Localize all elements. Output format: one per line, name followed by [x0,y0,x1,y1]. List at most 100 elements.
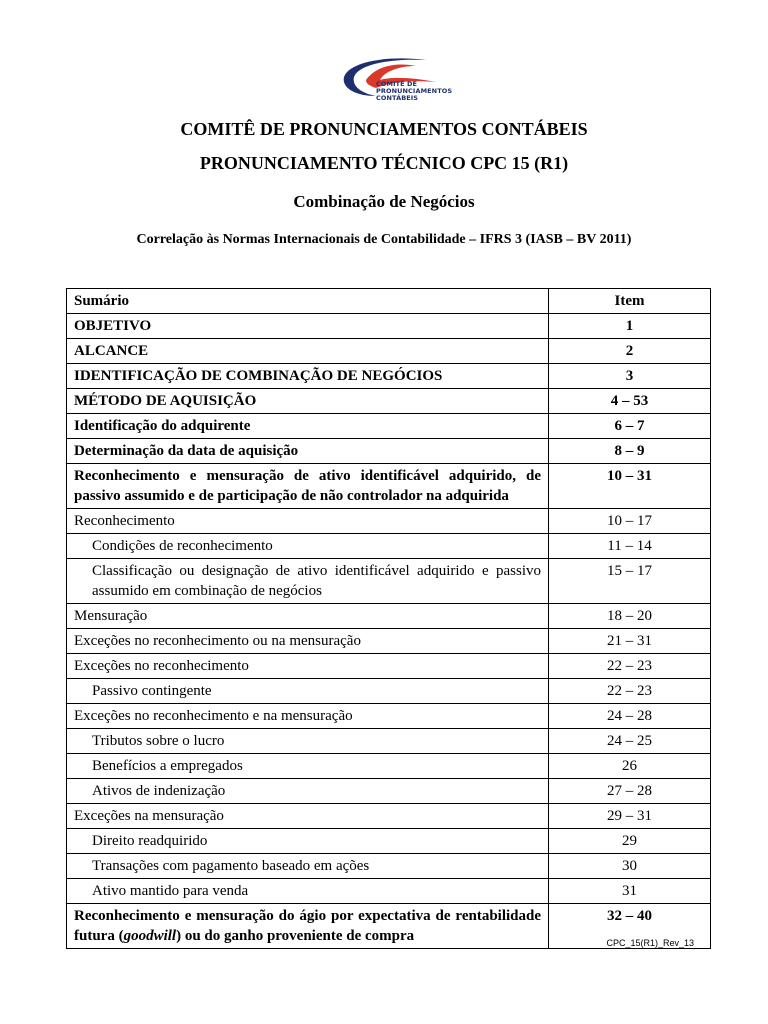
row-title-text: Exceções na mensuração [74,808,224,824]
table-row: Passivo contingente 22 – 23 [66,678,711,704]
row-title-text: ) ou do ganho proveniente de compra [176,928,415,944]
row-title-text: Benefícios a empregados [92,758,243,774]
cpc-logo: COMITÊ DE PRONUNCIAMENTOS CONTÁBEIS [336,52,466,112]
row-title-text: IDENTIFICAÇÃO DE COMBINAÇÃO DE NEGÓCIOS [74,368,443,384]
column-header-item: Item [548,288,711,314]
document-code: CPC_15(R1)_Rev_13 [606,938,694,948]
row-item-range: 2 [548,338,711,364]
table-row: Transações com pagamento baseado em açõe… [66,853,711,879]
row-item-range: 24 – 25 [548,728,711,754]
row-title-text: Determinação da data de aquisição [74,443,299,459]
table-row: IDENTIFICAÇÃO DE COMBINAÇÃO DE NEGÓCIOS 3 [66,363,711,389]
row-item-range: 3 [548,363,711,389]
row-item-range: 18 – 20 [548,603,711,629]
column-header-summary: Sumário [66,288,549,314]
row-title: Benefícios a empregados [66,753,549,779]
row-title-text: OBJETIVO [74,318,152,334]
table-row: Identificação do adquirente 6 – 7 [66,413,711,439]
row-item-range: 8 – 9 [548,438,711,464]
row-item-range: 29 [548,828,711,854]
table-row: Mensuração 18 – 20 [66,603,711,629]
row-item-range: 15 – 17 [548,558,711,604]
row-title-text: Transações com pagamento baseado em açõe… [92,858,370,874]
table-row: Exceções no reconhecimento 22 – 23 [66,653,711,679]
row-title: Exceções no reconhecimento ou na mensura… [66,628,549,654]
table-row: Classificação ou designação de ativo ide… [66,558,711,604]
row-title-text: Exceções no reconhecimento ou na mensura… [74,633,361,649]
row-title: Ativo mantido para venda [66,878,549,904]
table-row: ALCANCE 2 [66,338,711,364]
row-item-range: 10 – 17 [548,508,711,534]
logo-swoosh-icon [343,58,436,96]
row-title-text: Ativo mantido para venda [92,883,249,899]
row-title-text: Exceções no reconhecimento [74,658,249,674]
table-row: Exceções no reconhecimento ou na mensura… [66,628,711,654]
subject-title: Combinação de Negócios [293,192,475,211]
summary-table: Sumário Item OBJETIVO 1 ALCANCE 2 IDENTIFICA… [66,288,711,949]
row-title: MÉTODO DE AQUISIÇÃO [66,388,549,414]
row-title: Reconhecimento e mensuração do ágio por … [66,903,549,949]
row-title: Exceções na mensuração [66,803,549,829]
table-row: Ativos de indenização 27 – 28 [66,778,711,804]
table-header-row: Sumário Item [66,288,711,314]
row-title: Mensuração [66,603,549,629]
table-row: Exceções na mensuração 29 – 31 [66,803,711,829]
row-item-range: 6 – 7 [548,413,711,439]
row-title-text: ALCANCE [74,343,149,359]
row-item-range: 30 [548,853,711,879]
table-row: Ativo mantido para venda 31 [66,878,711,904]
row-title: Ativos de indenização [66,778,549,804]
row-item-range: 29 – 31 [548,803,711,829]
row-title-text: Reconhecimento [74,513,175,529]
row-title-text: Reconhecimento e mensuração do ágio por … [74,908,541,944]
table-row: Reconhecimento 10 – 17 [66,508,711,534]
row-title: Passivo contingente [66,678,549,704]
row-title-text: Condições de reconhecimento [92,538,273,554]
table-row: Determinação da data de aquisição 8 – 9 [66,438,711,464]
pronouncement-title: PRONUNCIAMENTO TÉCNICO CPC 15 (R1) [199,153,569,173]
row-title: Exceções no reconhecimento e na mensuraç… [66,703,549,729]
row-title-text: Ativos de indenização [92,783,226,799]
row-item-range: 31 [548,878,711,904]
logo-text: COMITÊ DE PRONUNCIAMENTOS CONTÁBEIS [376,80,453,102]
row-title: Condições de reconhecimento [66,533,549,559]
table-row: Direito readquirido 29 [66,828,711,854]
row-title-text: MÉTODO DE AQUISIÇÃO [74,393,257,409]
row-title: Direito readquirido [66,828,549,854]
row-title-text: Mensuração [74,608,148,624]
table-row: OBJETIVO 1 [66,313,711,339]
row-item-range: 32 – 40 [548,903,711,949]
table-row: Exceções no reconhecimento e na mensuraç… [66,703,711,729]
row-title-text: Tributos sobre o lucro [92,733,225,749]
row-title-text: Reconhecimento e mensuração de ativo ide… [74,468,541,504]
table-row: Condições de reconhecimento 11 – 14 [66,533,711,559]
row-title: Tributos sobre o lucro [66,728,549,754]
row-title: Reconhecimento e mensuração de ativo ide… [66,463,549,509]
row-title: Determinação da data de aquisição [66,438,549,464]
row-item-range: 22 – 23 [548,653,711,679]
row-title-italic: goodwill [123,928,177,944]
row-title-text: Exceções no reconhecimento e na mensuraç… [74,708,353,724]
table-row: MÉTODO DE AQUISIÇÃO 4 – 53 [66,388,711,414]
table-row: Benefícios a empregados 26 [66,753,711,779]
table-row: Reconhecimento e mensuração do ágio por … [66,903,711,949]
table-row: Reconhecimento e mensuração de ativo ide… [66,463,711,509]
row-title: IDENTIFICAÇÃO DE COMBINAÇÃO DE NEGÓCIOS [66,363,549,389]
row-title: OBJETIVO [66,313,549,339]
row-item-range: 22 – 23 [548,678,711,704]
row-title: ALCANCE [66,338,549,364]
row-title-text: Direito readquirido [92,833,208,849]
row-item-range: 11 – 14 [548,533,711,559]
row-title: Identificação do adquirente [66,413,549,439]
row-title: Classificação ou designação de ativo ide… [66,558,549,604]
row-title-text: Passivo contingente [92,683,212,699]
row-title-text: Identificação do adquirente [74,418,251,434]
organization-title: COMITÊ DE PRONUNCIAMENTOS CONTÁBEIS [180,119,588,139]
row-title: Transações com pagamento baseado em açõe… [66,853,549,879]
table-row: Tributos sobre o lucro 24 – 25 [66,728,711,754]
row-item-range: 21 – 31 [548,628,711,654]
row-title: Reconhecimento [66,508,549,534]
row-title-text: Classificação ou designação de ativo ide… [92,563,541,599]
row-item-range: 1 [548,313,711,339]
correlation-subtitle: Correlação às Normas Internacionais de C… [136,232,632,247]
